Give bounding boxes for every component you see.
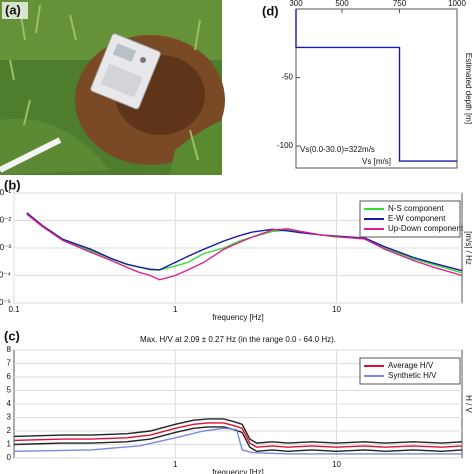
y-tick-label: 4 bbox=[7, 399, 12, 408]
x-tick-label: 1 bbox=[173, 305, 178, 314]
series-line bbox=[13, 426, 463, 453]
series-line bbox=[13, 418, 463, 444]
y-tick-label: 1 bbox=[7, 440, 12, 449]
x-axis-label: frequency [Hz] bbox=[212, 468, 264, 474]
x-axis-label: frequency [Hz] bbox=[212, 313, 264, 322]
x-tick-label: 1 bbox=[173, 460, 178, 469]
y-tick-label: 0 bbox=[7, 453, 12, 462]
legend-label: Synthetic H/V bbox=[388, 371, 437, 380]
y-tick-label: -50 bbox=[281, 73, 293, 82]
series-line bbox=[26, 213, 463, 281]
x-tick-label: 10 bbox=[332, 305, 341, 314]
y-axis-label: H / V bbox=[464, 395, 473, 413]
legend-box bbox=[359, 357, 461, 385]
x-tick-label: 500 bbox=[335, 0, 349, 8]
y-tick-label: 5 bbox=[7, 386, 12, 395]
x-tick-label: 1000 bbox=[448, 0, 466, 8]
y-tick-label: 10⁻¹ bbox=[0, 188, 11, 197]
series-line bbox=[13, 422, 463, 448]
y-tick-label: 10⁻³ bbox=[0, 243, 11, 252]
y-tick-label: -100 bbox=[277, 141, 294, 150]
legend-label: Up-Down component bbox=[388, 224, 464, 233]
series-line bbox=[295, 9, 457, 162]
y-tick-label: 10⁻⁴ bbox=[0, 271, 12, 280]
x-tick-label: 300 bbox=[289, 0, 303, 8]
x-axis-label: Vs [m/s] bbox=[362, 157, 391, 166]
y-axis-label: Estimated depth [m] bbox=[464, 53, 473, 124]
x-tick-label: 0.1 bbox=[8, 305, 20, 314]
legend-label: Average H/V bbox=[388, 361, 434, 370]
legend-label: E-W component bbox=[388, 214, 446, 223]
x-tick-label: 750 bbox=[393, 0, 407, 8]
y-tick-label: 10⁻⁵ bbox=[0, 298, 11, 307]
photo: (a) bbox=[0, 0, 225, 175]
y-tick-label: 10⁻² bbox=[0, 216, 11, 225]
series-line bbox=[13, 427, 462, 455]
chart-title: Max. H/V at 2.09 ± 0.27 Hz (in the range… bbox=[140, 335, 336, 344]
y-tick-label: 7 bbox=[7, 359, 12, 368]
legend-label: N-S component bbox=[388, 204, 444, 213]
panel-label: (b) bbox=[4, 177, 21, 192]
y-tick-label: 2 bbox=[7, 426, 12, 435]
panel-label: (c) bbox=[4, 328, 20, 343]
annotation: Vs(0.0-30.0)=322m/s bbox=[300, 145, 375, 154]
plot-area bbox=[295, 8, 458, 169]
series-line bbox=[26, 212, 463, 272]
y-axis-label: [m/s] / Hz bbox=[464, 231, 473, 265]
y-tick-label: 6 bbox=[7, 372, 12, 381]
y-tick-label: 3 bbox=[7, 413, 12, 422]
panel-label: (d) bbox=[262, 3, 279, 18]
panel-label: (a) bbox=[5, 2, 21, 17]
x-tick-label: 10 bbox=[332, 460, 341, 469]
y-tick-label: 8 bbox=[7, 345, 12, 354]
